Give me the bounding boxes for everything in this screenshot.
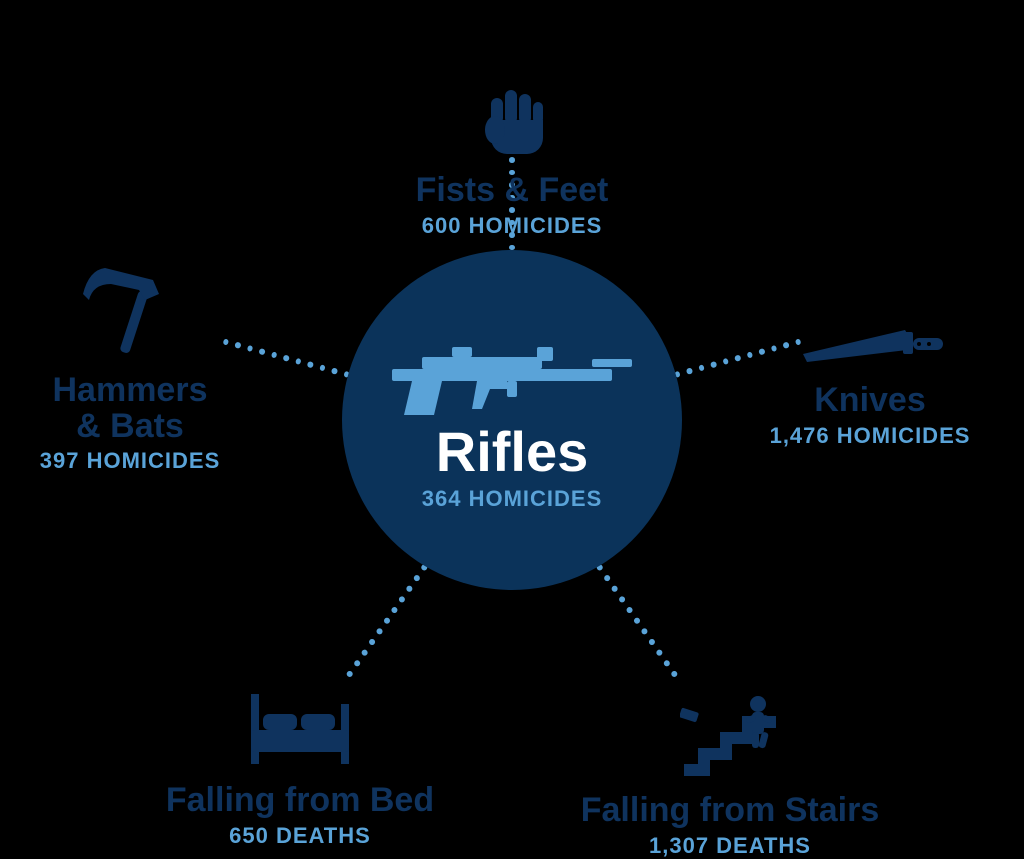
connector-bed — [342, 563, 429, 682]
spoke-subtitle: 1,307 DEATHS — [649, 833, 811, 859]
spoke-subtitle: 1,476 HOMICIDES — [770, 423, 971, 449]
stairs-icon — [680, 690, 780, 785]
spoke-title: Knives — [814, 383, 926, 419]
spoke-hammers: Hammers& Bats 397 HOMICIDES — [0, 260, 270, 474]
spoke-title: Fists & Feet — [416, 173, 609, 209]
spoke-subtitle: 600 HOMICIDES — [422, 213, 603, 239]
spoke-title: Falling from Stairs — [581, 793, 880, 829]
spoke-subtitle: 397 HOMICIDES — [40, 448, 221, 474]
center-subtitle: 364 HOMICIDES — [422, 486, 603, 512]
spoke-fists: Fists & Feet 600 HOMICIDES — [372, 80, 652, 239]
bed-icon — [245, 690, 355, 775]
spoke-title: Hammers& Bats — [53, 373, 208, 444]
center-node: Rifles 364 HOMICIDES — [342, 250, 682, 590]
fist-icon — [477, 80, 547, 165]
spoke-knives: Knives 1,476 HOMICIDES — [720, 310, 1020, 449]
spoke-title: Falling from Bed — [166, 783, 434, 819]
infographic-stage: Rifles 364 HOMICIDES Fists & Feet 600 HO… — [0, 0, 1024, 839]
spoke-stairs: Falling from Stairs 1,307 DEATHS — [550, 690, 910, 859]
knife-icon — [795, 310, 945, 375]
spoke-bed: Falling from Bed 650 DEATHS — [130, 690, 470, 849]
hammer-icon — [75, 260, 185, 365]
rifle-icon — [382, 329, 642, 424]
connector-stairs — [595, 563, 682, 682]
spoke-subtitle: 650 DEATHS — [229, 823, 371, 849]
center-title: Rifles — [436, 424, 589, 480]
